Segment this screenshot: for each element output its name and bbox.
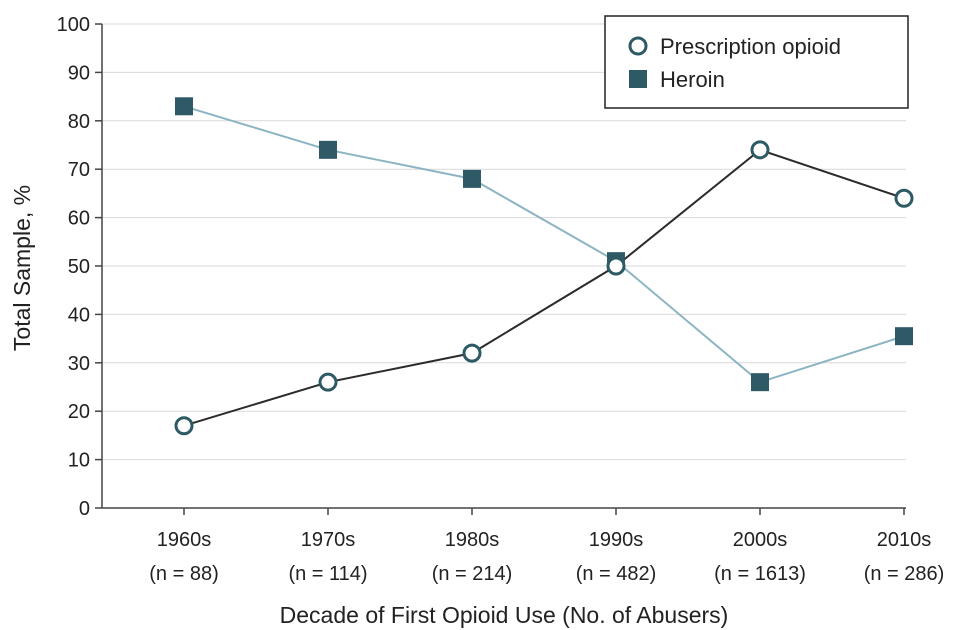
data-point-heroin	[751, 373, 769, 392]
data-point-heroin	[175, 97, 193, 116]
data-point-heroin	[463, 169, 481, 188]
x-tick-label-count: (n = 482)	[576, 563, 657, 585]
legend-square-marker	[629, 70, 647, 88]
y-tick-label: 60	[68, 208, 90, 230]
data-point-prescription-opioid	[462, 343, 482, 363]
series-line-heroin	[183, 105, 905, 384]
y-tick-label: 70	[68, 159, 90, 181]
series-layer	[174, 97, 914, 436]
y-axis-title: Total Sample, %	[9, 185, 35, 351]
x-tick-label-decade: 1960s	[157, 529, 212, 551]
x-tick-label-count: (n = 214)	[432, 563, 513, 585]
y-tick-label: 20	[68, 401, 90, 423]
x-tick-label-decade: 1990s	[589, 529, 644, 551]
legend-box	[604, 15, 909, 109]
x-tick-label-decade: 2010s	[877, 529, 932, 551]
y-tick-label: 10	[68, 450, 90, 472]
x-tick-label-decade: 2000s	[733, 529, 788, 551]
y-tick-label: 80	[68, 111, 90, 133]
data-point-prescription-opioid	[606, 256, 626, 276]
data-point-heroin	[319, 140, 337, 159]
y-tick-label: 40	[68, 304, 90, 326]
legend-label-prescription-opioid: Prescription opioid	[660, 34, 841, 59]
data-point-prescription-opioid	[318, 372, 338, 392]
series-line-prescription-opioid	[183, 148, 905, 427]
data-point-prescription-opioid	[750, 140, 770, 160]
data-point-prescription-opioid	[894, 188, 914, 208]
legend-circle-marker	[628, 36, 648, 56]
legend-label-heroin: Heroin	[660, 67, 725, 92]
x-axis-ticks: 1960s (n = 88) 1970s (n = 114) 1980s (n = 214…	[149, 508, 944, 585]
y-axis-ticks: 0 10 20 30 40 50 60 70 80 90 100	[57, 14, 102, 520]
x-tick-label-count: (n = 88)	[149, 563, 218, 585]
x-tick-label-count: (n = 1613)	[714, 563, 806, 585]
y-tick-label: 30	[68, 353, 90, 375]
x-tick-label-decade: 1970s	[301, 529, 356, 551]
x-tick-label-count: (n = 286)	[864, 563, 945, 585]
x-tick-label-count: (n = 114)	[288, 563, 367, 585]
data-point-heroin	[895, 327, 913, 346]
y-tick-label: 100	[57, 14, 90, 36]
data-point-prescription-opioid	[174, 416, 194, 436]
y-tick-label: 50	[68, 256, 90, 278]
x-axis-title: Decade of First Opioid Use (No. of Abuse…	[280, 602, 729, 628]
y-tick-label: 90	[68, 62, 90, 84]
x-tick-label-decade: 1980s	[445, 529, 500, 551]
legend: Prescription opioid Heroin	[604, 15, 909, 109]
y-tick-label: 0	[79, 498, 90, 520]
